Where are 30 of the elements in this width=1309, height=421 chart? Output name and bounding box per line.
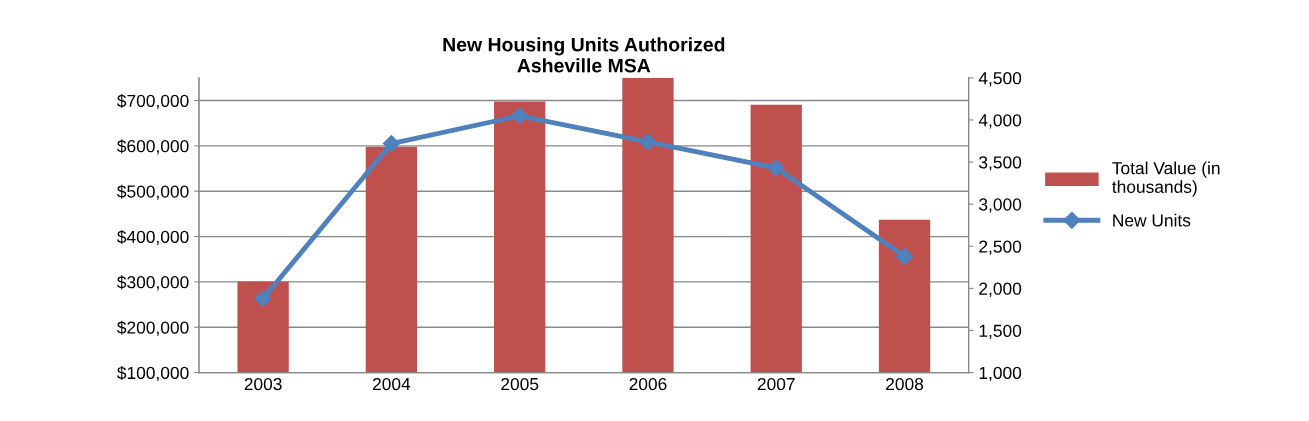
x-tick-label: 2004: [372, 377, 411, 391]
y2-tick-label: 2,500: [979, 240, 1022, 255]
point: [511, 107, 529, 125]
chart-title: New Housing Units Authorized Asheville MSA: [443, 37, 725, 73]
y2-tick-label: 4,000: [978, 114, 1022, 129]
point: [639, 133, 657, 151]
y-tick-label: $200,000: [117, 320, 189, 336]
y-tick-label: $400,000: [117, 230, 189, 246]
legend-label: New Units: [1113, 213, 1191, 227]
point: [382, 135, 400, 153]
x-tick-label: 2005: [501, 377, 539, 391]
point: [767, 159, 785, 177]
point: [895, 247, 914, 265]
y-tick-label: $700,000: [117, 93, 189, 110]
x-tick-label: 2006: [629, 377, 667, 391]
y2-tick-label: 4,500: [978, 72, 1022, 87]
point: [254, 289, 272, 308]
x-tick-label: 2008: [886, 377, 924, 391]
y-tick-label: $500,000: [117, 184, 189, 200]
legend-label: Total Value (in thousands): [1112, 161, 1220, 197]
x-tick-label: 2003: [244, 377, 282, 391]
y2-tick-label: 1,000: [979, 366, 1022, 382]
y2-tick-label: 3,500: [979, 156, 1022, 171]
y2-tick-label: 2,000: [979, 282, 1022, 297]
y2-tick-label: 1,500: [979, 324, 1022, 339]
y-tick-label: $300,000: [117, 275, 189, 291]
y-tick-label: $100,000: [117, 366, 189, 382]
y-tick-label: $600,000: [117, 139, 189, 155]
x-tick-label: 2007: [757, 377, 795, 391]
y2-tick-label: 3,000: [979, 198, 1022, 213]
